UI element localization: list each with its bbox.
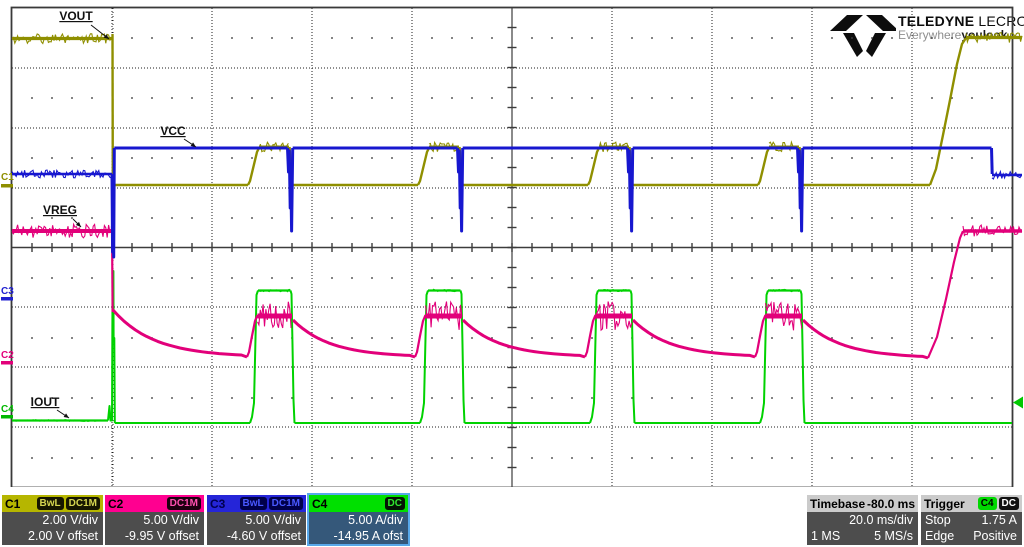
channel-scale: 5.00 V/div <box>143 513 199 527</box>
trigger-descriptor[interactable]: Trigger C4 DC Stop 1.75 A Edge Positive <box>921 495 1022 545</box>
trace-c2 <box>11 222 1023 360</box>
trace-c3 <box>11 146 1022 259</box>
trigger-coupling-badge: DC <box>998 497 1019 510</box>
logo-tagline: Everywhereyoulook <box>898 28 1008 42</box>
graticule <box>10 6 1014 492</box>
channel-offset: -4.60 V offset <box>226 528 301 543</box>
coupling-badge: DC1M <box>268 497 303 510</box>
channel-id-label: C3 <box>210 496 226 511</box>
coupling-badge: DC1M <box>166 497 201 510</box>
channel-descriptor-c1[interactable]: C1 BwL DC1M 2.00 V/div 2.00 V offset <box>2 495 103 545</box>
svg-text:VREG: VREG <box>43 203 77 217</box>
svg-text:VCC: VCC <box>160 124 186 138</box>
svg-text:C4: C4 <box>1 404 14 415</box>
wave-label-iout: IOUT <box>31 395 70 419</box>
timebase-descriptor[interactable]: Timebase -80.0 ms 20.0 ms/div 1 MS 5 MS/s <box>807 495 918 545</box>
channel-scale: 5.00 A/div <box>348 513 403 527</box>
descriptor-strip: C1 BwL DC1M 2.00 V/div 2.00 V offset C2 DC1M 5.… <box>0 487 1024 547</box>
timebase-label: Timebase <box>810 496 866 511</box>
channel-id-label: C2 <box>108 496 124 511</box>
channel-id-label: C4 <box>312 496 328 511</box>
coupling-badge: DC <box>384 497 405 510</box>
channel-offset: -14.95 A ofst <box>333 528 404 543</box>
wave-label-vreg: VREG <box>43 203 82 228</box>
trigger-slope: Positive <box>973 528 1017 543</box>
trigger-level-marker[interactable] <box>1013 396 1023 409</box>
timebase-samples: 1 MS <box>811 528 841 543</box>
svg-text:C3: C3 <box>1 286 14 297</box>
coupling-badge: BwL <box>36 497 64 510</box>
trigger-type: Edge <box>925 528 955 543</box>
lecroy-logo-icon <box>830 15 896 57</box>
svg-text:IOUT: IOUT <box>31 395 60 409</box>
trigger-mode: Stop <box>925 513 951 527</box>
channel-offset-marker-c4[interactable]: C4 <box>1 404 14 419</box>
trigger-source-badge: C4 <box>977 497 997 510</box>
trace-c4 <box>11 270 1012 424</box>
channel-offset: 2.00 V offset <box>28 528 98 543</box>
channel-offset: -9.95 V offset <box>124 528 199 543</box>
teledyne-lecroy-logo: TELEDYNE LECROY Everywhereyoulook <box>828 12 1024 57</box>
channel-descriptor-c4[interactable]: C4 DC 5.00 A/div -14.95 A ofst <box>307 493 410 546</box>
trigger-label: Trigger <box>924 496 965 511</box>
channel-descriptor-c3[interactable]: C3 BwL DC1M 5.00 V/div -4.60 V offset <box>207 495 306 545</box>
svg-text:C1: C1 <box>1 172 14 183</box>
channel-offset-marker-c2[interactable]: C2 <box>1 350 14 365</box>
trigger-level: 1.75 A <box>981 513 1017 527</box>
timebase-rate: 5 MS/s <box>874 528 913 543</box>
channel-id-label: C1 <box>5 496 21 511</box>
svg-text:C2: C2 <box>1 350 14 361</box>
svg-text:VOUT: VOUT <box>59 9 93 23</box>
wave-label-vcc: VCC <box>160 124 197 148</box>
logo-brand-text: TELEDYNE LECROY <box>898 13 1024 29</box>
channel-descriptor-c2[interactable]: C2 DC1M 5.00 V/div -9.95 V offset <box>105 495 204 545</box>
wave-label-vout: VOUT <box>59 9 110 40</box>
channel-scale: 5.00 V/div <box>245 513 301 527</box>
channel-scale: 2.00 V/div <box>42 513 98 527</box>
coupling-badge: BwL <box>239 497 267 510</box>
timebase-offset: -80.0 ms <box>866 496 915 511</box>
timebase-per-div: 20.0 ms/div <box>849 513 913 527</box>
channel-offset-marker-c1[interactable]: C1 <box>1 172 14 188</box>
coupling-badge: DC1M <box>65 497 100 510</box>
channel-offset-marker-c3[interactable]: C3 <box>1 286 14 301</box>
